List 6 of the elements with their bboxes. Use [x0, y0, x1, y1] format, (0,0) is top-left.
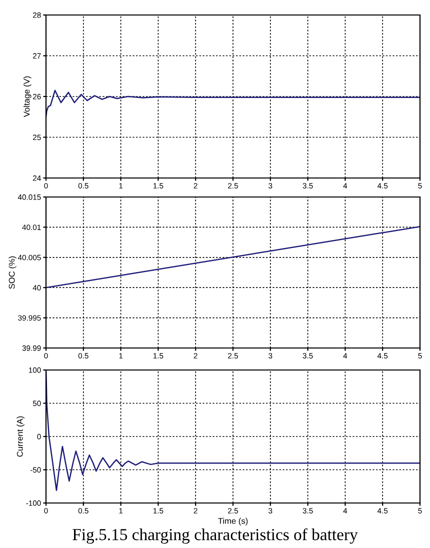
y-axis-title: Voltage (V) [23, 76, 32, 118]
caption: Fig.5.15 charging characteristics of battery [72, 528, 358, 544]
y-axis-title: SOC (%) [8, 256, 16, 289]
y-axis-title: Current (A) [16, 416, 24, 457]
line-series [46, 90, 420, 118]
x-axis-title: Time (s) [218, 518, 248, 526]
